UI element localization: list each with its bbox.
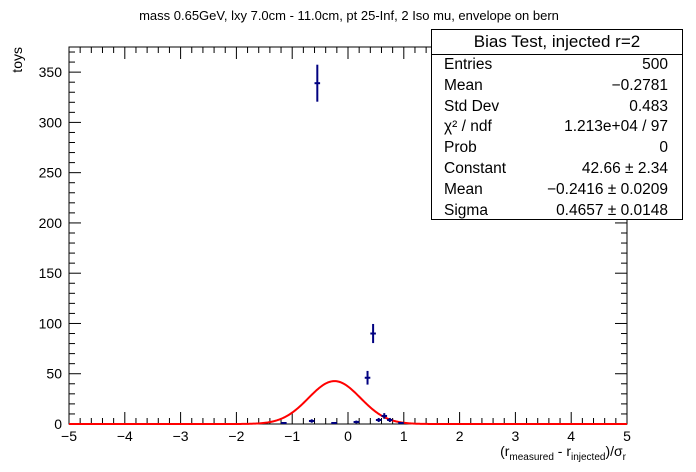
y-tick-label: 300: [39, 114, 63, 130]
data-point: [353, 420, 360, 424]
data-point: [364, 370, 371, 385]
data-points: [281, 64, 404, 424]
x-tick-label: −4: [117, 428, 133, 444]
y-tick-label: 200: [39, 215, 63, 231]
data-point: [387, 417, 393, 422]
stats-row-label: Std Dev: [444, 97, 500, 115]
x-tick-label: 0: [344, 428, 352, 444]
stats-row-label: Mean: [444, 180, 483, 198]
stats-row: Mean −0.2416 ± 0.0209: [432, 180, 682, 201]
y-tick-label: 250: [39, 165, 63, 181]
stats-row-value: 0.483: [629, 97, 668, 115]
x-axis-label: (rmeasured - rinjected)/σr: [500, 443, 627, 463]
x-tick-label: −1: [284, 428, 300, 444]
stats-rows: Entries 500 Mean −0.2781 Std Dev 0.483 χ² / nd…: [432, 55, 682, 221]
x-axis-label-part: (r: [500, 443, 510, 459]
stats-row: Mean −0.2781: [432, 76, 682, 97]
stats-row: Std Dev 0.483: [432, 97, 682, 118]
y-tick-label: 350: [39, 64, 63, 80]
stats-row-label: Prob: [444, 139, 477, 157]
x-tick-label: 2: [456, 428, 464, 444]
x-tick-label: −5: [61, 428, 77, 444]
x-tick-labels: −5 −4 −3 −2 −1 0 1 2 3 4 5: [61, 428, 631, 444]
data-point: [314, 64, 321, 102]
gaussian-fit-curve: [69, 380, 627, 425]
stats-box-title: Bias Test, injected r=2: [432, 30, 682, 55]
data-point: [381, 413, 388, 419]
y-axis-label: toys: [9, 47, 25, 73]
x-tick-label: 1: [400, 428, 408, 444]
x-axis-label-part: injected: [571, 452, 605, 463]
y-tick-label: 0: [54, 416, 62, 432]
x-tick-label: −2: [228, 428, 244, 444]
data-point: [375, 417, 382, 422]
stats-row-value: 0: [659, 139, 668, 157]
data-point: [308, 419, 315, 423]
x-tick-label: 5: [623, 428, 631, 444]
stats-row: χ² / ndf 1.213e+04 / 97: [432, 117, 682, 138]
data-point: [331, 421, 337, 424]
stats-box: Bias Test, injected r=2 Entries 500 Mean −0…: [431, 29, 683, 220]
x-axis-label-part: )/σ: [605, 443, 623, 459]
data-point: [398, 421, 404, 424]
stats-row: Prob 0: [432, 138, 682, 159]
x-axis-label-part: measured: [509, 452, 553, 463]
x-tick-label: −3: [173, 428, 189, 444]
stats-row-value: 42.66 ± 2.34: [581, 159, 668, 177]
y-tick-label: 50: [46, 366, 62, 382]
stats-row-value: 500: [642, 56, 668, 73]
stats-row: Entries 500: [432, 55, 682, 76]
y-tick-label: 100: [39, 315, 63, 331]
y-tick-labels: 0 50 100 150 200 250 300 350: [39, 64, 63, 432]
stats-row: Constant 42.66 ± 2.34: [432, 159, 682, 180]
data-point: [370, 323, 376, 344]
stats-row-label: Constant: [444, 159, 507, 177]
stats-row-label: Entries: [444, 56, 493, 73]
stats-row-value: −0.2416 ± 0.0209: [547, 180, 668, 198]
y-tick-label: 150: [39, 265, 63, 281]
stats-row-label: χ² / ndf: [444, 118, 492, 136]
stats-row-label: Mean: [444, 76, 483, 94]
stats-row-label: Sigma: [444, 201, 488, 219]
stats-row: Sigma 0.4657 ± 0.0148: [432, 201, 682, 222]
x-tick-label: 4: [567, 428, 575, 444]
stats-row-value: −0.2781: [611, 76, 668, 94]
data-point: [281, 421, 287, 424]
stats-row-value: 0.4657 ± 0.0148: [556, 201, 668, 219]
x-tick-label: 3: [512, 428, 520, 444]
stats-row-value: 1.213e+04 / 97: [564, 118, 668, 136]
chart-title: mass 0.65GeV, lxy 7.0cm - 11.0cm, pt 25-…: [139, 8, 559, 23]
x-axis-label-part: - r: [554, 443, 571, 459]
x-axis-label-part: r: [623, 452, 627, 463]
